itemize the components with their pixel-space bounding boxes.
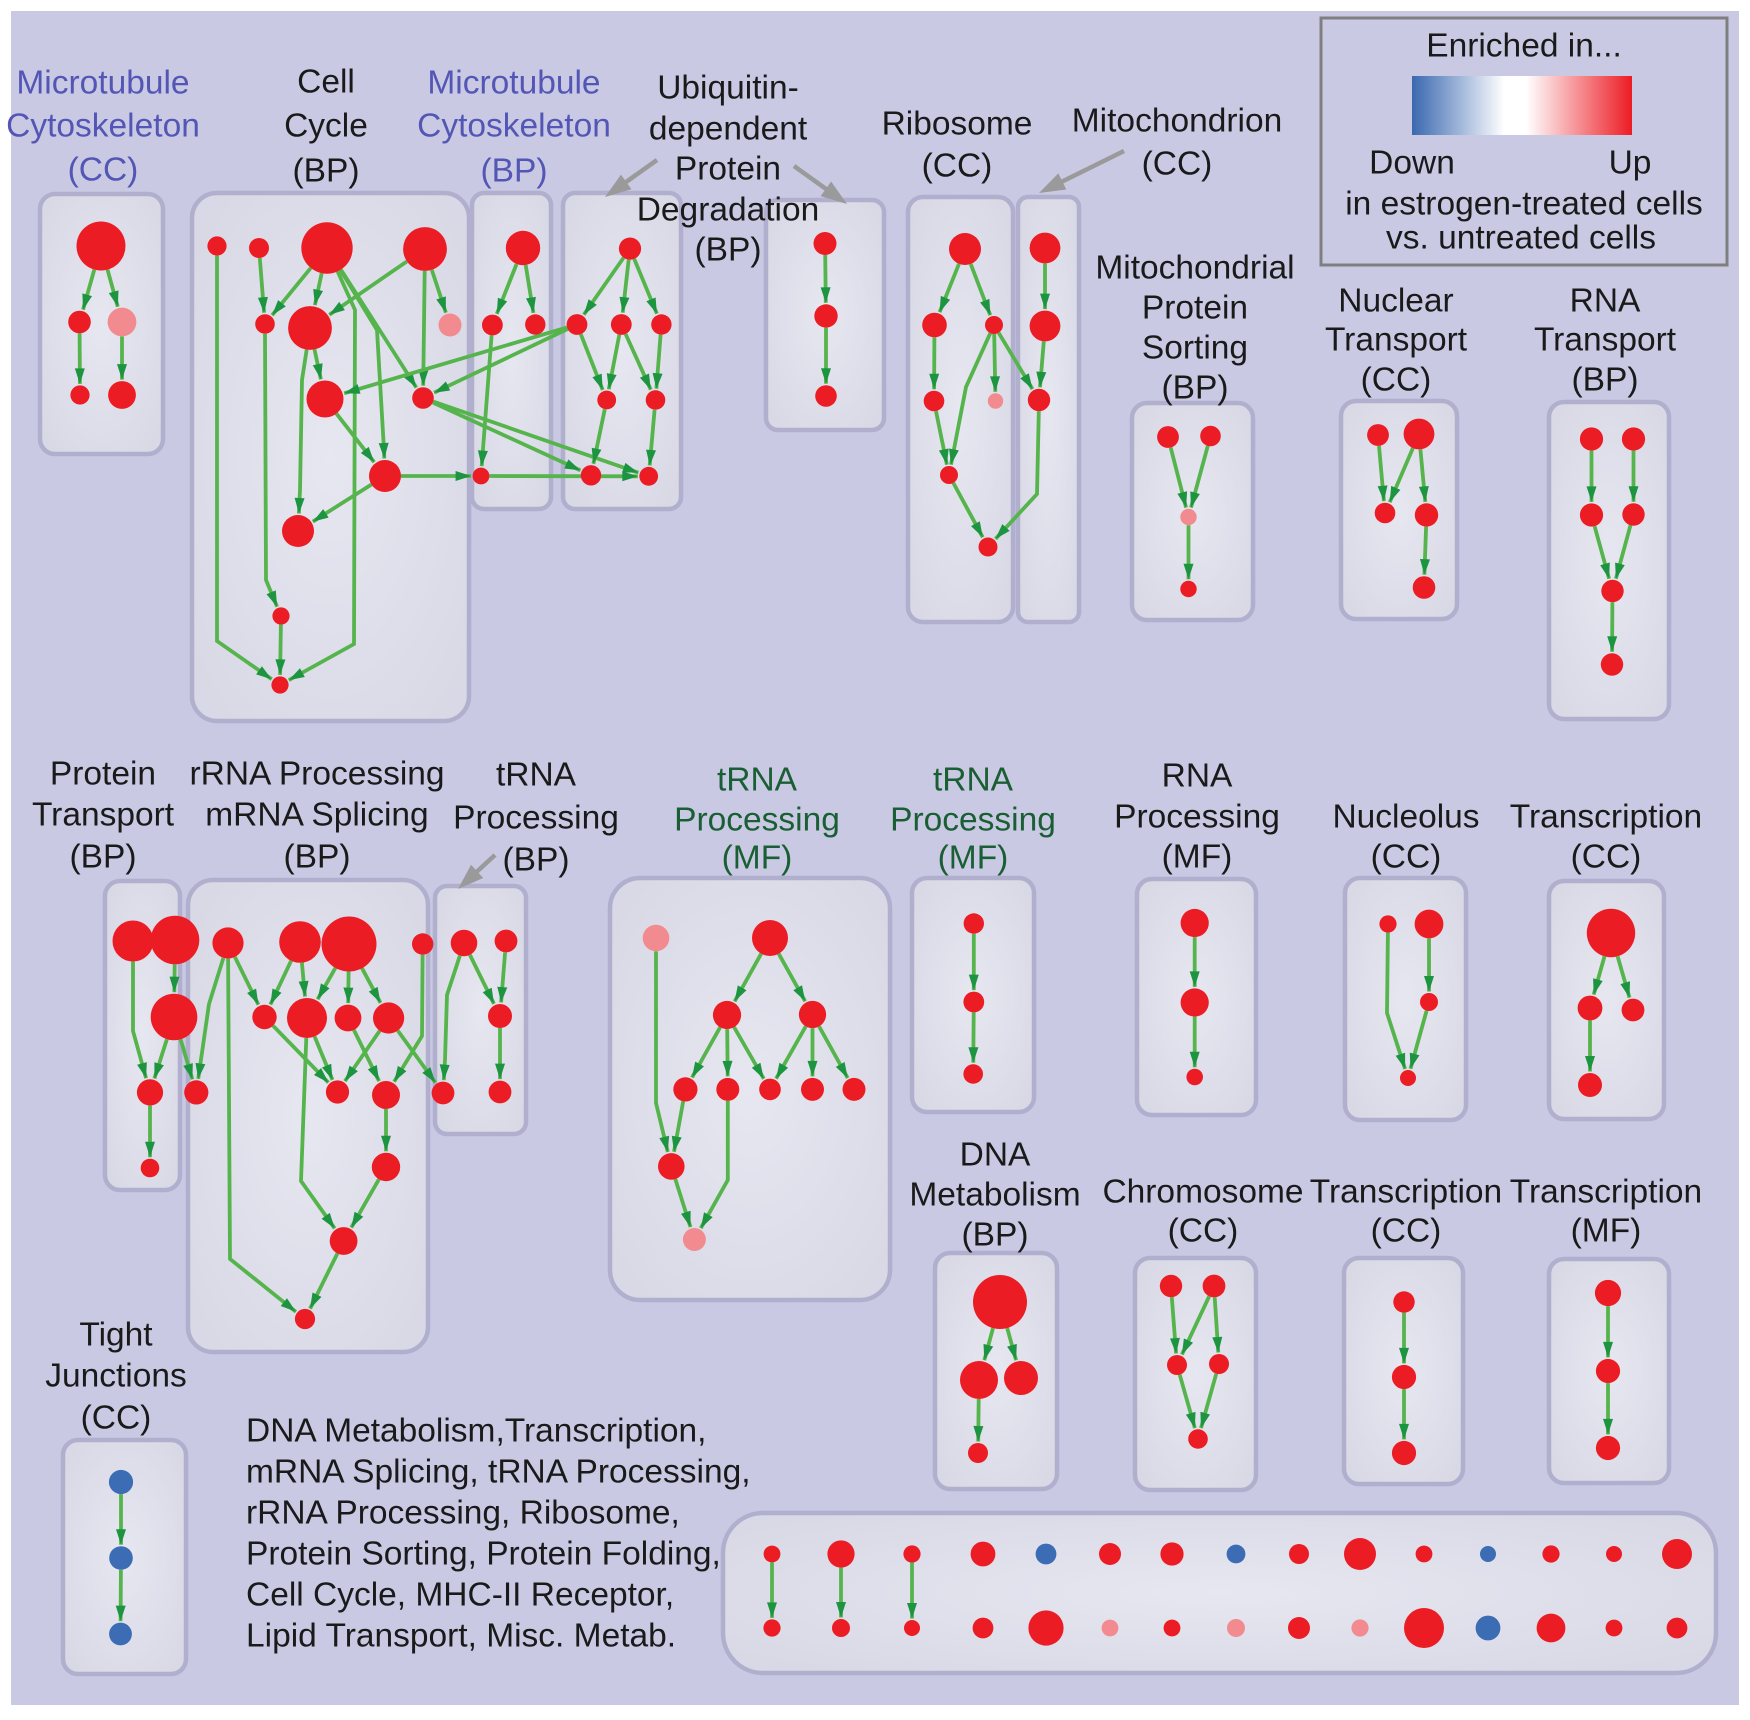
svg-text:Protein Sorting, Protein Foldi: Protein Sorting, Protein Folding,	[246, 1536, 721, 1573]
svg-text:Degradation: Degradation	[637, 192, 820, 229]
svg-text:Tight: Tight	[79, 1317, 153, 1354]
svg-text:Mitochondrial: Mitochondrial	[1095, 250, 1294, 287]
svg-text:tRNA: tRNA	[496, 757, 577, 794]
svg-text:Sorting: Sorting	[1142, 330, 1248, 367]
svg-text:(BP): (BP)	[503, 842, 570, 879]
svg-text:(CC): (CC)	[81, 1400, 152, 1437]
svg-text:(CC): (CC)	[68, 152, 139, 189]
svg-text:(CC): (CC)	[1371, 839, 1442, 876]
svg-text:Microtubule: Microtubule	[427, 65, 600, 102]
svg-text:(MF): (MF)	[938, 840, 1009, 877]
svg-text:in estrogen-treated cells: in estrogen-treated cells	[1345, 186, 1703, 223]
svg-text:Processing: Processing	[674, 802, 840, 839]
svg-text:(CC): (CC)	[1361, 362, 1432, 399]
svg-text:(MF): (MF)	[1571, 1213, 1642, 1250]
svg-text:(CC): (CC)	[1371, 1213, 1442, 1250]
svg-text:dependent: dependent	[649, 111, 808, 148]
svg-text:Lipid Transport, Misc. Metab.: Lipid Transport, Misc. Metab.	[246, 1618, 676, 1655]
svg-text:Ubiquitin-: Ubiquitin-	[657, 70, 799, 107]
svg-text:(MF): (MF)	[1162, 839, 1233, 876]
svg-text:(CC): (CC)	[1142, 146, 1213, 183]
svg-text:(BP): (BP)	[284, 839, 351, 876]
svg-text:Protein: Protein	[50, 756, 156, 793]
svg-text:Transcription: Transcription	[1310, 1174, 1502, 1211]
svg-text:rRNA Processing, Ribosome,: rRNA Processing, Ribosome,	[246, 1495, 680, 1532]
svg-text:Transport: Transport	[1325, 322, 1468, 359]
svg-text:DNA Metabolism,Transcription,: DNA Metabolism,Transcription,	[246, 1413, 706, 1450]
svg-text:Processing: Processing	[890, 802, 1056, 839]
svg-text:Protein: Protein	[1142, 290, 1248, 327]
svg-text:Up: Up	[1609, 145, 1652, 182]
svg-text:Cytoskeleton: Cytoskeleton	[417, 108, 611, 145]
svg-text:Chromosome: Chromosome	[1102, 1174, 1303, 1211]
svg-text:(CC): (CC)	[1168, 1213, 1239, 1250]
svg-text:(BP): (BP)	[1162, 370, 1229, 407]
svg-text:Ribosome: Ribosome	[882, 106, 1033, 143]
svg-text:(BP): (BP)	[1572, 362, 1639, 399]
svg-text:Enriched in...: Enriched in...	[1426, 28, 1622, 65]
svg-text:Protein: Protein	[675, 151, 781, 188]
svg-text:(BP): (BP)	[481, 153, 548, 190]
svg-text:Processing: Processing	[453, 800, 619, 837]
svg-text:Cell Cycle, MHC-II Receptor,: Cell Cycle, MHC-II Receptor,	[246, 1577, 674, 1614]
svg-text:Transcription: Transcription	[1510, 1174, 1702, 1211]
svg-text:Metabolism: Metabolism	[909, 1177, 1080, 1214]
svg-text:Nuclear: Nuclear	[1338, 283, 1453, 320]
svg-text:Processing: Processing	[1114, 799, 1280, 836]
svg-text:(CC): (CC)	[1571, 839, 1642, 876]
svg-text:(BP): (BP)	[695, 232, 762, 269]
svg-text:Transport: Transport	[32, 797, 175, 834]
svg-text:RNA: RNA	[1570, 283, 1641, 320]
svg-text:Cycle: Cycle	[284, 108, 368, 145]
svg-text:tRNA: tRNA	[717, 762, 798, 799]
svg-text:Microtubule: Microtubule	[16, 65, 189, 102]
svg-text:tRNA: tRNA	[933, 762, 1014, 799]
svg-text:Cytoskeleton: Cytoskeleton	[6, 108, 200, 145]
svg-text:(MF): (MF)	[722, 840, 793, 877]
svg-text:Nucleolus: Nucleolus	[1332, 799, 1479, 836]
svg-text:Transcription: Transcription	[1510, 799, 1702, 836]
svg-text:DNA: DNA	[960, 1137, 1031, 1174]
svg-text:Transport: Transport	[1534, 322, 1677, 359]
svg-text:Junctions: Junctions	[45, 1358, 187, 1395]
svg-text:RNA: RNA	[1162, 758, 1233, 795]
svg-text:Down: Down	[1369, 145, 1455, 182]
svg-text:(BP): (BP)	[962, 1217, 1029, 1254]
svg-text:vs. untreated cells: vs. untreated cells	[1386, 220, 1656, 257]
svg-text:(BP): (BP)	[70, 839, 137, 876]
svg-text:mRNA Splicing, tRNA Processing: mRNA Splicing, tRNA Processing,	[246, 1454, 751, 1491]
svg-text:Mitochondrion: Mitochondrion	[1072, 103, 1282, 140]
svg-text:rRNA Processing: rRNA Processing	[189, 756, 444, 793]
svg-text:Cell: Cell	[297, 64, 355, 101]
svg-text:(CC): (CC)	[922, 148, 993, 185]
svg-text:(BP): (BP)	[293, 153, 360, 190]
svg-text:mRNA Splicing: mRNA Splicing	[205, 797, 428, 834]
